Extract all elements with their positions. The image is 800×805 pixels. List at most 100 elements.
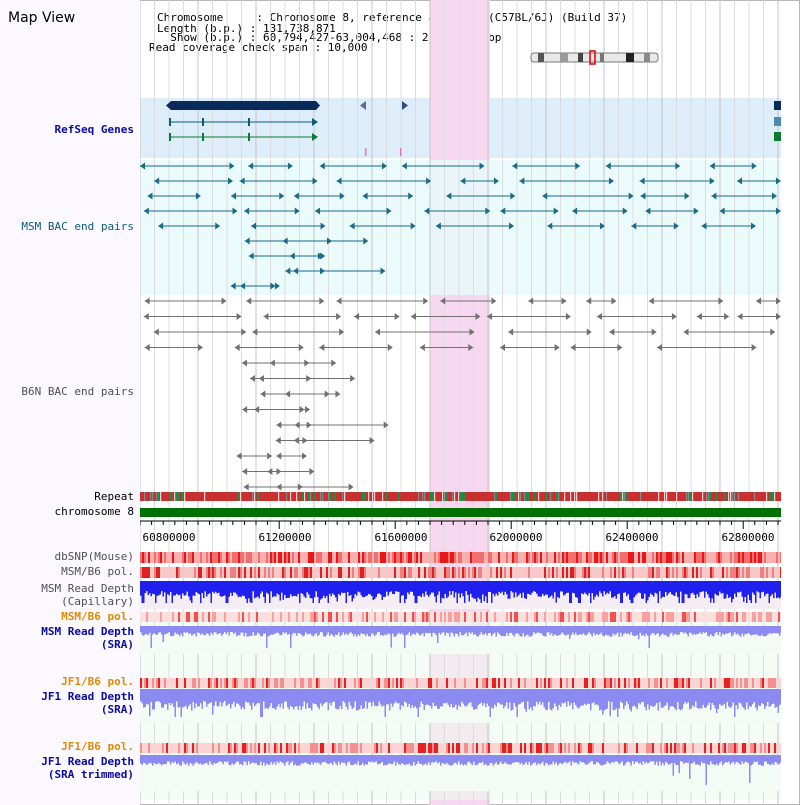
- heat-cell: [188, 552, 190, 563]
- track-canvas[interactable]: [140, 0, 781, 805]
- depth-bar: [195, 581, 197, 593]
- depth-bar: [659, 755, 661, 762]
- repeat-mark: [730, 492, 732, 501]
- depth-bar: [270, 689, 272, 704]
- depth-bar: [704, 581, 706, 598]
- genome-plot-area[interactable]: [140, 0, 781, 805]
- depth-bar: [329, 755, 331, 764]
- chromosome-ideogram[interactable]: [530, 50, 659, 65]
- heat-cell: [326, 567, 328, 578]
- depth-bar: [324, 755, 326, 762]
- repeat-track-label[interactable]: Repeat: [94, 490, 134, 503]
- depth-bar: [200, 755, 202, 764]
- msm-pol-track-label[interactable]: MSM/B6 pol.: [61, 565, 134, 578]
- depth-bar: [320, 755, 322, 765]
- msm-depth-capillary-label[interactable]: MSM Read Depth: [41, 582, 134, 595]
- depth-bar: [165, 755, 167, 764]
- depth-bar: [452, 689, 454, 708]
- bac-end-marker: [140, 162, 146, 170]
- depth-bar: [617, 626, 619, 633]
- depth-bar: [198, 689, 200, 707]
- heat-cell: [160, 612, 162, 622]
- repeat-mark: [464, 492, 466, 501]
- depth-bar: [687, 689, 689, 703]
- heat-cell: [354, 678, 356, 688]
- depth-bar: [275, 626, 277, 634]
- jf1-depth-2-label[interactable]: JF1 Read Depth: [41, 755, 134, 768]
- bac-end-marker: [542, 192, 548, 200]
- depth-bar: [234, 689, 236, 707]
- depth-bar: [635, 689, 637, 708]
- heat-cell: [648, 678, 650, 688]
- msm-bac-features[interactable]: [140, 162, 781, 290]
- jf1-pol-1-track-label[interactable]: JF1/B6 pol.: [61, 675, 134, 688]
- depth-bar: [428, 581, 430, 597]
- depth-bar: [582, 689, 584, 706]
- depth-bar: [249, 626, 251, 636]
- heat-cell: [646, 612, 648, 622]
- depth-bar: [476, 626, 478, 636]
- depth-bar: [389, 626, 391, 635]
- refseq-track-label[interactable]: RefSeq Genes: [54, 123, 134, 136]
- jf1-depth-1-label[interactable]: JF1 Read Depth: [41, 690, 134, 703]
- bac-end-marker: [770, 328, 776, 336]
- bac-end-marker: [336, 177, 342, 185]
- depth-bar: [614, 626, 616, 636]
- heat-cell: [552, 567, 554, 578]
- heat-cell: [444, 552, 446, 563]
- dbsnp-track-label[interactable]: dbSNP(Mouse): [54, 550, 134, 563]
- depth-bar: [588, 626, 590, 633]
- heat-cell: [740, 552, 742, 563]
- depth-bar: [348, 581, 350, 596]
- depth-bar: [609, 581, 611, 592]
- depth-bar: [183, 626, 185, 633]
- depth-bar: [605, 626, 607, 635]
- depth-bar: [590, 755, 592, 762]
- depth-bar: [203, 581, 205, 599]
- depth-bar: [575, 581, 577, 598]
- depth-bar: [228, 581, 230, 597]
- depth-bar: [687, 626, 689, 637]
- msm-depth-sra-label[interactable]: MSM Read Depth: [41, 625, 134, 638]
- depth-bar: [239, 626, 241, 636]
- repeat-mark: [334, 492, 336, 501]
- refseq-gene-features[interactable]: [166, 101, 781, 156]
- repeat-mark: [462, 492, 464, 501]
- depth-bar: [327, 689, 329, 711]
- depth-bar: [359, 689, 361, 710]
- bac-end-marker: [709, 177, 715, 185]
- depth-bar: [488, 626, 490, 633]
- depth-bar: [291, 755, 293, 762]
- heat-cell: [780, 567, 781, 578]
- depth-bar: [339, 626, 341, 637]
- msm-pol-2-track-label[interactable]: MSM/B6 pol.: [61, 610, 134, 623]
- depth-bar: [564, 581, 566, 595]
- depth-bar: [201, 689, 203, 709]
- heat-cell: [468, 567, 470, 578]
- heat-cell: [292, 552, 294, 563]
- depth-bar: [479, 581, 481, 600]
- heat-cell: [186, 743, 188, 753]
- msm-bac-track-label[interactable]: MSM BAC end pairs: [21, 220, 134, 233]
- heat-cell: [426, 612, 428, 622]
- depth-bar: [591, 689, 593, 704]
- repeat-mark: [178, 492, 180, 501]
- b6n-bac-features[interactable]: [143, 297, 781, 491]
- b6n-bac-track-label[interactable]: B6N BAC end pairs: [21, 385, 134, 398]
- depth-bar: [456, 689, 458, 710]
- depth-bar: [498, 755, 500, 764]
- depth-bar: [681, 626, 683, 633]
- depth-bar: [363, 755, 365, 766]
- depth-bar: [657, 689, 659, 711]
- depth-bar: [765, 626, 767, 636]
- heat-cell: [556, 567, 558, 578]
- depth-bar: [587, 581, 589, 596]
- heat-cell: [448, 567, 450, 578]
- depth-bar: [264, 626, 266, 634]
- depth-bar: [579, 755, 581, 762]
- jf1-pol-2-track-label[interactable]: JF1/B6 pol.: [61, 740, 134, 753]
- depth-bar: [215, 689, 217, 702]
- depth-bar: [588, 689, 590, 705]
- depth-bar: [764, 626, 766, 637]
- depth-bar: [204, 626, 206, 636]
